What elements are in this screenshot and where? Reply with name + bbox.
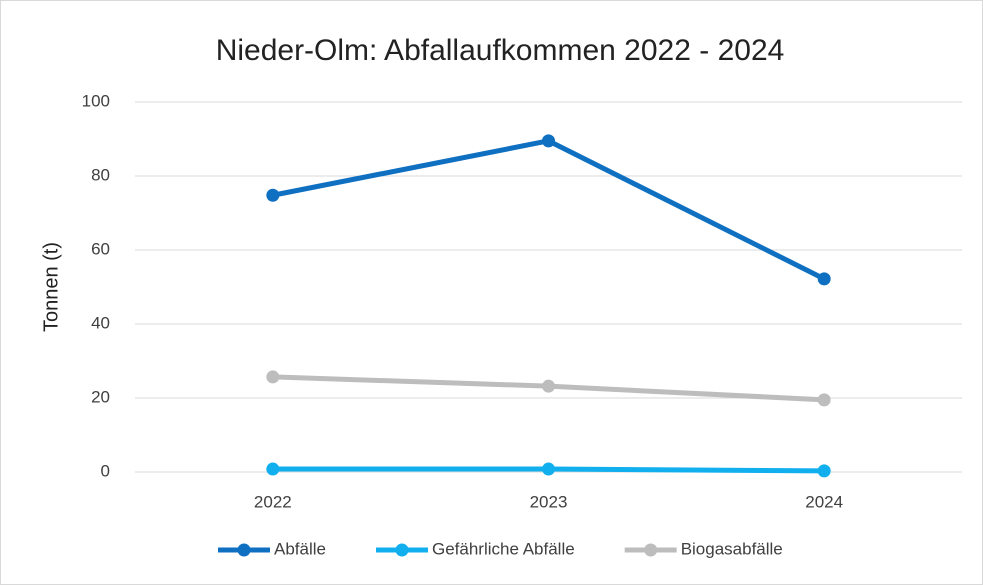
chart-title: Nieder-Olm: Abfallaufkommen 2022 - 2024 (216, 34, 785, 67)
x-tick-label: 2024 (805, 492, 843, 511)
point (542, 379, 555, 393)
point (266, 462, 280, 476)
y-axis-title: Tonnen (t) (40, 242, 62, 332)
point (817, 272, 831, 286)
legend-marker (395, 543, 409, 557)
y-tick-label: 80 (91, 165, 110, 184)
point (542, 134, 555, 148)
y-tick-label: 20 (91, 387, 110, 406)
y-tick-label: 40 (91, 313, 110, 332)
point (266, 370, 280, 384)
legend-label: Biogasabfälle (681, 539, 783, 558)
point (542, 462, 555, 476)
x-tick-label: 2022 (254, 492, 292, 511)
point (817, 393, 831, 407)
x-tick-label: 2023 (530, 492, 568, 511)
legend-marker (644, 543, 658, 557)
y-tick-label: 100 (82, 91, 110, 110)
point (817, 464, 831, 478)
point (266, 188, 280, 202)
legend-label: Abfälle (274, 539, 326, 558)
legend-label: Gefährliche Abfälle (432, 539, 575, 558)
legend-marker (237, 543, 251, 557)
y-tick-label: 0 (101, 461, 110, 480)
y-tick-label: 60 (91, 239, 110, 258)
